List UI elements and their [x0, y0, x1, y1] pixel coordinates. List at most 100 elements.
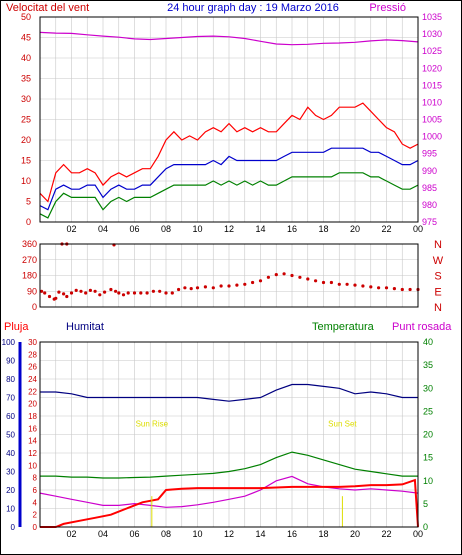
y-tick-label-rain: 18: [28, 412, 37, 421]
direction-point: [183, 286, 187, 290]
y-tick-label-temperature: 5: [423, 499, 428, 509]
direction-point: [54, 296, 58, 300]
humidity-temperature-panel: Pluja Humitat Temperatura Punt rosada 0 1…: [2, 321, 453, 539]
direction-point: [290, 273, 294, 278]
series-line: [39, 31, 419, 46]
direction-point: [345, 282, 349, 286]
y-tick-label-pressure: 990: [422, 166, 437, 176]
compass-label: N: [434, 302, 442, 314]
y-tick-label-pressure: 980: [422, 200, 437, 210]
y-tick-label-rain: 26: [28, 363, 37, 372]
direction-point: [235, 283, 239, 287]
y-tick-label-temperature: 30: [423, 383, 433, 393]
y-tick-label-direction: 180: [22, 271, 37, 281]
y-tick-label-rain: 4: [33, 498, 38, 507]
direction-point: [266, 275, 270, 279]
sun-annotation: Sun Set: [328, 419, 357, 428]
direction-point: [88, 288, 92, 292]
direction-point: [219, 284, 223, 288]
direction-point: [69, 291, 74, 295]
direction-point: [408, 287, 412, 292]
y-tick-label-rain: 24: [28, 375, 37, 384]
x-tick-label: 14: [255, 529, 265, 539]
y-tick-label-temperature: 10: [423, 476, 433, 486]
y-tick-label-pressure: 995: [422, 149, 437, 159]
sun-annotation: Sun Rise: [136, 419, 169, 428]
y-tick-label-wind: 0: [26, 217, 31, 227]
direction-point: [62, 292, 66, 296]
y-tick-label-rain: 0: [33, 523, 38, 532]
direction-point: [274, 273, 278, 277]
y-tick-label-pressure: 1015: [422, 80, 442, 90]
y-tick-label-direction: 360: [22, 239, 37, 249]
direction-point: [211, 286, 215, 290]
direction-point: [93, 289, 97, 293]
direction-point: [164, 291, 168, 295]
x-tick-label: 08: [161, 529, 171, 539]
series-line: [39, 102, 419, 203]
y-tick-label-pressure: 1000: [422, 132, 442, 142]
direction-point: [103, 290, 107, 294]
y-tick-label-rain: 22: [28, 387, 37, 396]
y-tick-label-humidity: 20: [6, 486, 15, 495]
y-tick-label-humidity: 70: [6, 394, 15, 403]
y-tick-label-temperature: 0: [423, 522, 428, 532]
direction-point: [65, 294, 69, 299]
plot-frame: [39, 243, 419, 308]
direction-point: [117, 291, 121, 295]
y-tick-label-humidity: 90: [6, 357, 15, 366]
temperature-label: Temperatura: [312, 321, 375, 333]
direction-point: [314, 279, 318, 283]
direction-point: [98, 293, 102, 297]
direction-point: [337, 282, 341, 286]
y-tick-label-pressure: 975: [422, 217, 437, 227]
y-tick-label-wind: 10: [21, 176, 31, 186]
y-tick-label-wind: 45: [21, 33, 31, 43]
y-tick-label-pressure: 1020: [422, 63, 442, 73]
direction-point: [189, 287, 193, 291]
direction-point: [400, 287, 404, 292]
direction-point: [353, 283, 357, 287]
y-tick-label-pressure: 1025: [422, 46, 442, 56]
x-tick-label: 20: [350, 529, 360, 539]
direction-point: [109, 287, 113, 292]
direction-point: [57, 290, 61, 294]
x-tick-label: 12: [224, 529, 234, 539]
direction-point: [40, 289, 44, 293]
x-tick-label: 02: [66, 224, 76, 234]
direction-point: [74, 288, 78, 292]
y-tick-label-humidity: 30: [6, 468, 15, 477]
y-tick-label-rain: 2: [33, 511, 38, 520]
y-tick-label-rain: 16: [28, 424, 37, 433]
y-tick-label-wind: 30: [21, 94, 31, 104]
direction-point: [145, 291, 149, 295]
y-tick-label-rain: 28: [28, 350, 37, 359]
chart-title: 24 hour graph day : 19 Marzo 2016: [167, 2, 339, 14]
y-tick-label-humidity: 40: [6, 449, 15, 458]
x-tick-label: 20: [350, 224, 360, 234]
y-tick-label-humidity: 10: [6, 505, 15, 514]
y-tick-label-rain: 12: [28, 449, 37, 458]
x-tick-label: 00: [413, 224, 423, 234]
y-tick-label-pressure: 1030: [422, 29, 442, 39]
direction-point: [203, 285, 207, 289]
series-line: [40, 478, 419, 528]
x-tick-label: 06: [129, 224, 139, 234]
y-tick-label-direction: 0: [32, 302, 37, 312]
wind-pressure-panel: 0510152025303540455097598098599099510001…: [21, 12, 442, 234]
direction-point: [361, 284, 365, 288]
y-tick-label-rain: 8: [33, 474, 38, 483]
x-tick-label: 14: [255, 224, 265, 234]
direction-point: [139, 291, 143, 295]
y-tick-label-wind: 35: [21, 74, 31, 84]
x-tick-label: 22: [381, 529, 391, 539]
y-tick-label-humidity: 100: [2, 338, 16, 347]
y-tick-label-pressure: 1005: [422, 115, 442, 125]
x-tick-label: 06: [129, 529, 139, 539]
x-tick-label: 08: [161, 224, 171, 234]
direction-point: [126, 291, 130, 295]
plot-frame: [39, 16, 419, 223]
direction-point: [369, 285, 373, 289]
y-tick-label-rain: 6: [33, 486, 38, 495]
